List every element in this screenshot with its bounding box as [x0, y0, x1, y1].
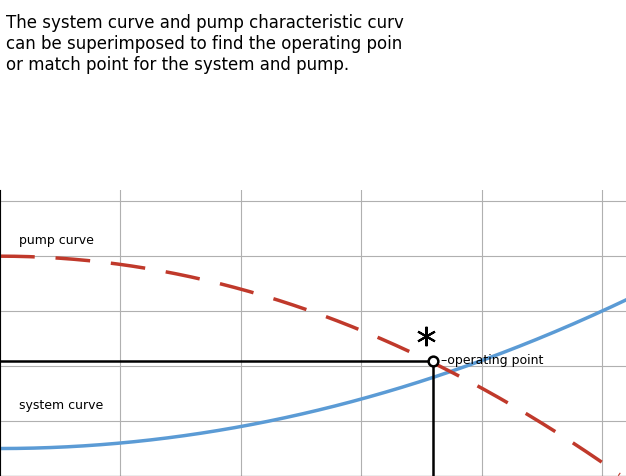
Text: pump curve: pump curve [19, 234, 94, 248]
Text: system curve: system curve [19, 399, 103, 412]
Text: –operating point: –operating point [441, 354, 543, 367]
Text: The system curve and pump characteristic curv
can be superimposed to find the op: The system curve and pump characteristic… [6, 14, 404, 74]
